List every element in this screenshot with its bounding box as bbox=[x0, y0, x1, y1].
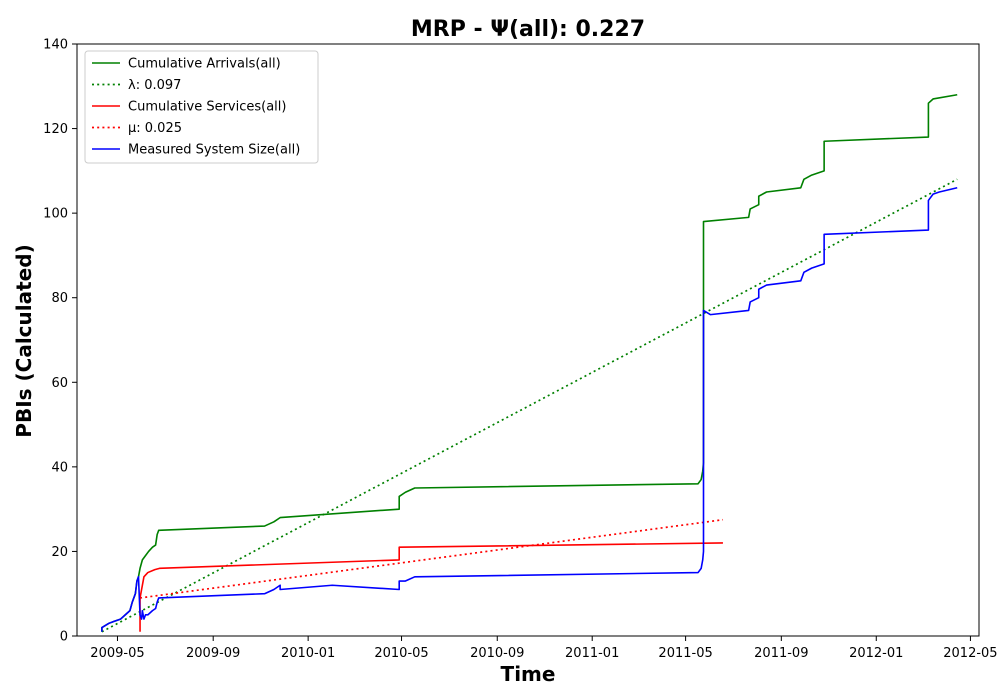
legend-box bbox=[84, 50, 319, 164]
y-tick-label: 40 bbox=[51, 460, 68, 475]
x-tick-label: 2011-09 bbox=[754, 646, 808, 661]
series-line-3 bbox=[139, 542, 723, 632]
plot-area bbox=[76, 43, 980, 637]
x-tick-label: 2010-09 bbox=[470, 646, 524, 661]
x-tick-label: 2009-05 bbox=[90, 646, 144, 661]
y-axis-label: PBIs (Calculated) bbox=[12, 244, 36, 437]
y-tick-label: 20 bbox=[51, 545, 68, 560]
series-line-5 bbox=[101, 186, 958, 632]
x-tick-label: 2012-05 bbox=[943, 646, 997, 661]
x-tick-label: 2010-01 bbox=[281, 646, 335, 661]
chart-title: MRP - Ψ(all): 0.227 bbox=[411, 17, 645, 42]
series-line-4 bbox=[139, 518, 724, 599]
x-axis: 2009-05 2009-09 2010-01 2010-05 2010-09 2011-… bbox=[90, 636, 998, 661]
legend-label-4: μ: 0.025 bbox=[128, 121, 182, 136]
legend-label-1: Cumulative Arrivals(all) bbox=[128, 57, 281, 72]
y-tick-label: 120 bbox=[43, 122, 68, 137]
x-axis-label: Time bbox=[501, 662, 556, 686]
y-tick-label: 60 bbox=[51, 376, 68, 391]
y-tick-label: 140 bbox=[43, 38, 68, 53]
y-tick-label: 80 bbox=[51, 291, 68, 306]
y-tick-label: 0 bbox=[60, 630, 68, 645]
plot-frame bbox=[76, 43, 980, 637]
y-axis: 0 20 40 60 80 100 120 140 bbox=[43, 38, 77, 645]
legend-label-3: Cumulative Services(all) bbox=[128, 100, 286, 115]
x-tick-label: 2011-01 bbox=[565, 646, 619, 661]
legend-label-2: λ: 0.097 bbox=[128, 78, 181, 93]
y-tick-label: 100 bbox=[43, 207, 68, 222]
legend: Cumulative Arrivals(all) λ: 0.097 Cumulati… bbox=[84, 50, 319, 164]
x-tick-label: 2011-05 bbox=[658, 646, 712, 661]
x-tick-label: 2009-09 bbox=[186, 646, 240, 661]
legend-label-5: Measured System Size(all) bbox=[128, 143, 300, 158]
x-tick-label: 2010-05 bbox=[374, 646, 428, 661]
series-line-2 bbox=[101, 178, 958, 633]
x-tick-label: 2012-01 bbox=[849, 646, 903, 661]
